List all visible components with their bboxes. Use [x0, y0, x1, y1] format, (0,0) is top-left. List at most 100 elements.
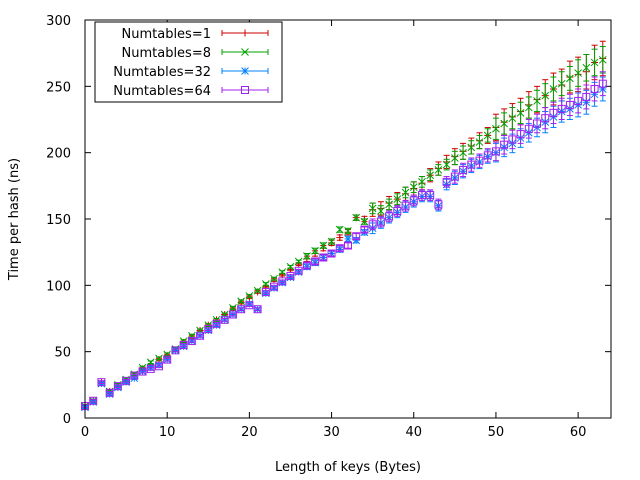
- error-bar-3-1: [90, 398, 97, 403]
- error-bar-3-14: [197, 333, 204, 338]
- data-point-1-60: [574, 69, 582, 77]
- data-point-3-31: [335, 244, 344, 253]
- data-point-3-55: [533, 119, 542, 128]
- data-point-1-58: [557, 79, 566, 88]
- data-point-3-10: [163, 355, 172, 364]
- error-bar-3-62: [591, 76, 598, 102]
- x-axis-label: Length of keys (Bytes): [275, 460, 421, 475]
- axis-ticks: 0 10 20 30 40 50 60 0 50 100 150 200 250 300: [46, 14, 611, 440]
- error-bar-3-55: [534, 113, 541, 134]
- data-point-3-16: [212, 319, 221, 328]
- data-point-3-7: [138, 367, 147, 376]
- error-bar-3-22: [262, 290, 269, 294]
- legend-entry-3: Numtables=64: [113, 84, 269, 99]
- data-point-3-56: [541, 114, 550, 123]
- data-point-3-30: [327, 249, 336, 258]
- error-bar-3-57: [550, 101, 557, 124]
- data-point-3-43: [434, 200, 443, 209]
- data-point-1-30: [327, 237, 336, 246]
- data-point-3-47: [467, 160, 476, 169]
- data-point-3-51: [500, 140, 509, 149]
- data-point-3-34: [360, 225, 369, 234]
- data-point-3-15: [204, 325, 213, 334]
- error-bar-3-47: [468, 157, 475, 172]
- data-point-3-42: [426, 191, 435, 200]
- data-point-1-25: [286, 262, 295, 271]
- data-point-1-33: [352, 213, 361, 222]
- error-bar-3-52: [509, 129, 516, 150]
- error-bar-3-19: [238, 307, 245, 312]
- data-point-1-53: [516, 109, 525, 117]
- error-bar-3-17: [221, 318, 228, 322]
- error-bar-3-20: [246, 303, 253, 308]
- data-point-3-54: [524, 124, 533, 133]
- legend-box: [94, 21, 283, 103]
- error-bar-3-63: [599, 71, 606, 97]
- legend-label-1: Numtables=8: [122, 46, 212, 61]
- legend-entries: Numtables=1 Numtables=8 Numtables=32 Numtab…: [113, 27, 269, 99]
- error-bar-3-61: [583, 84, 590, 110]
- data-point-3-24: [278, 277, 287, 286]
- y-axis-label: Time per hash (ns): [7, 158, 22, 281]
- data-point-1-46: [459, 148, 467, 157]
- y-tick-label-0: 0: [63, 412, 71, 427]
- data-point-1-29: [319, 241, 328, 250]
- error-bar-3-18: [229, 312, 236, 317]
- data-point-3-18: [228, 310, 237, 319]
- error-bar-3-10: [164, 357, 171, 362]
- data-point-3-37: [385, 212, 394, 221]
- data-point-3-46: [459, 165, 468, 174]
- error-bar-3-15: [205, 327, 212, 331]
- data-point-1-24: [278, 268, 287, 276]
- error-bar-3-59: [566, 93, 573, 117]
- data-point-3-11: [171, 346, 180, 355]
- error-bar-3-11: [172, 348, 179, 353]
- legend-marker-0: [241, 29, 249, 37]
- data-point-3-60: [574, 96, 583, 105]
- error-bar-3-8: [147, 367, 154, 371]
- error-bar-3-46: [460, 162, 467, 178]
- data-point-1-59: [566, 74, 574, 83]
- error-bar-3-5: [123, 379, 130, 383]
- data-point-3-35: [368, 220, 377, 229]
- data-point-1-57: [549, 85, 558, 93]
- data-point-1-48: [475, 138, 484, 146]
- data-point-1-20: [245, 292, 254, 300]
- x-tick-label-2: 20: [241, 425, 258, 440]
- y-tick-label-6: 300: [46, 14, 71, 29]
- data-point-1-35: [368, 204, 377, 213]
- legend-label-2: Numtables=32: [113, 65, 211, 80]
- data-point-3-17: [220, 315, 229, 324]
- data-point-1-63: [598, 55, 607, 64]
- data-point-3-29: [319, 253, 328, 262]
- data-point-3-39: [401, 201, 410, 210]
- error-bar-3-4: [114, 384, 121, 388]
- x-tick-label-3: 30: [323, 425, 340, 440]
- error-bar-3-50: [492, 141, 499, 162]
- data-point-1-37: [385, 200, 393, 209]
- legend-entry-1: Numtables=8: [122, 46, 269, 61]
- data-point-3-13: [187, 337, 196, 346]
- legend-entry-0: Numtables=1: [122, 27, 269, 42]
- error-bar-3-51: [501, 134, 508, 155]
- error-bar-3-31: [336, 245, 343, 252]
- error-bar-3-56: [542, 107, 549, 130]
- legend-marker-3: [241, 86, 249, 94]
- data-point-3-3: [105, 388, 114, 397]
- data-point-1-9: [155, 354, 163, 363]
- error-bar-3-33: [353, 233, 360, 240]
- plot-frame: [84, 19, 612, 419]
- data-point-3-36: [376, 217, 385, 226]
- data-point-3-20: [245, 301, 254, 310]
- data-point-0-31: [336, 234, 344, 242]
- error-bar-3-48: [476, 153, 483, 168]
- data-point-1-45: [450, 154, 459, 162]
- data-point-3-28: [311, 257, 320, 266]
- legend-marker-1: [241, 48, 249, 56]
- x-tick-label-1: 10: [159, 425, 176, 440]
- data-point-1-61: [582, 63, 591, 72]
- y-tick-label-3: 150: [46, 213, 71, 228]
- data-point-3-8: [146, 364, 155, 373]
- data-point-1-51: [500, 119, 509, 128]
- error-bar-3-54: [525, 119, 532, 139]
